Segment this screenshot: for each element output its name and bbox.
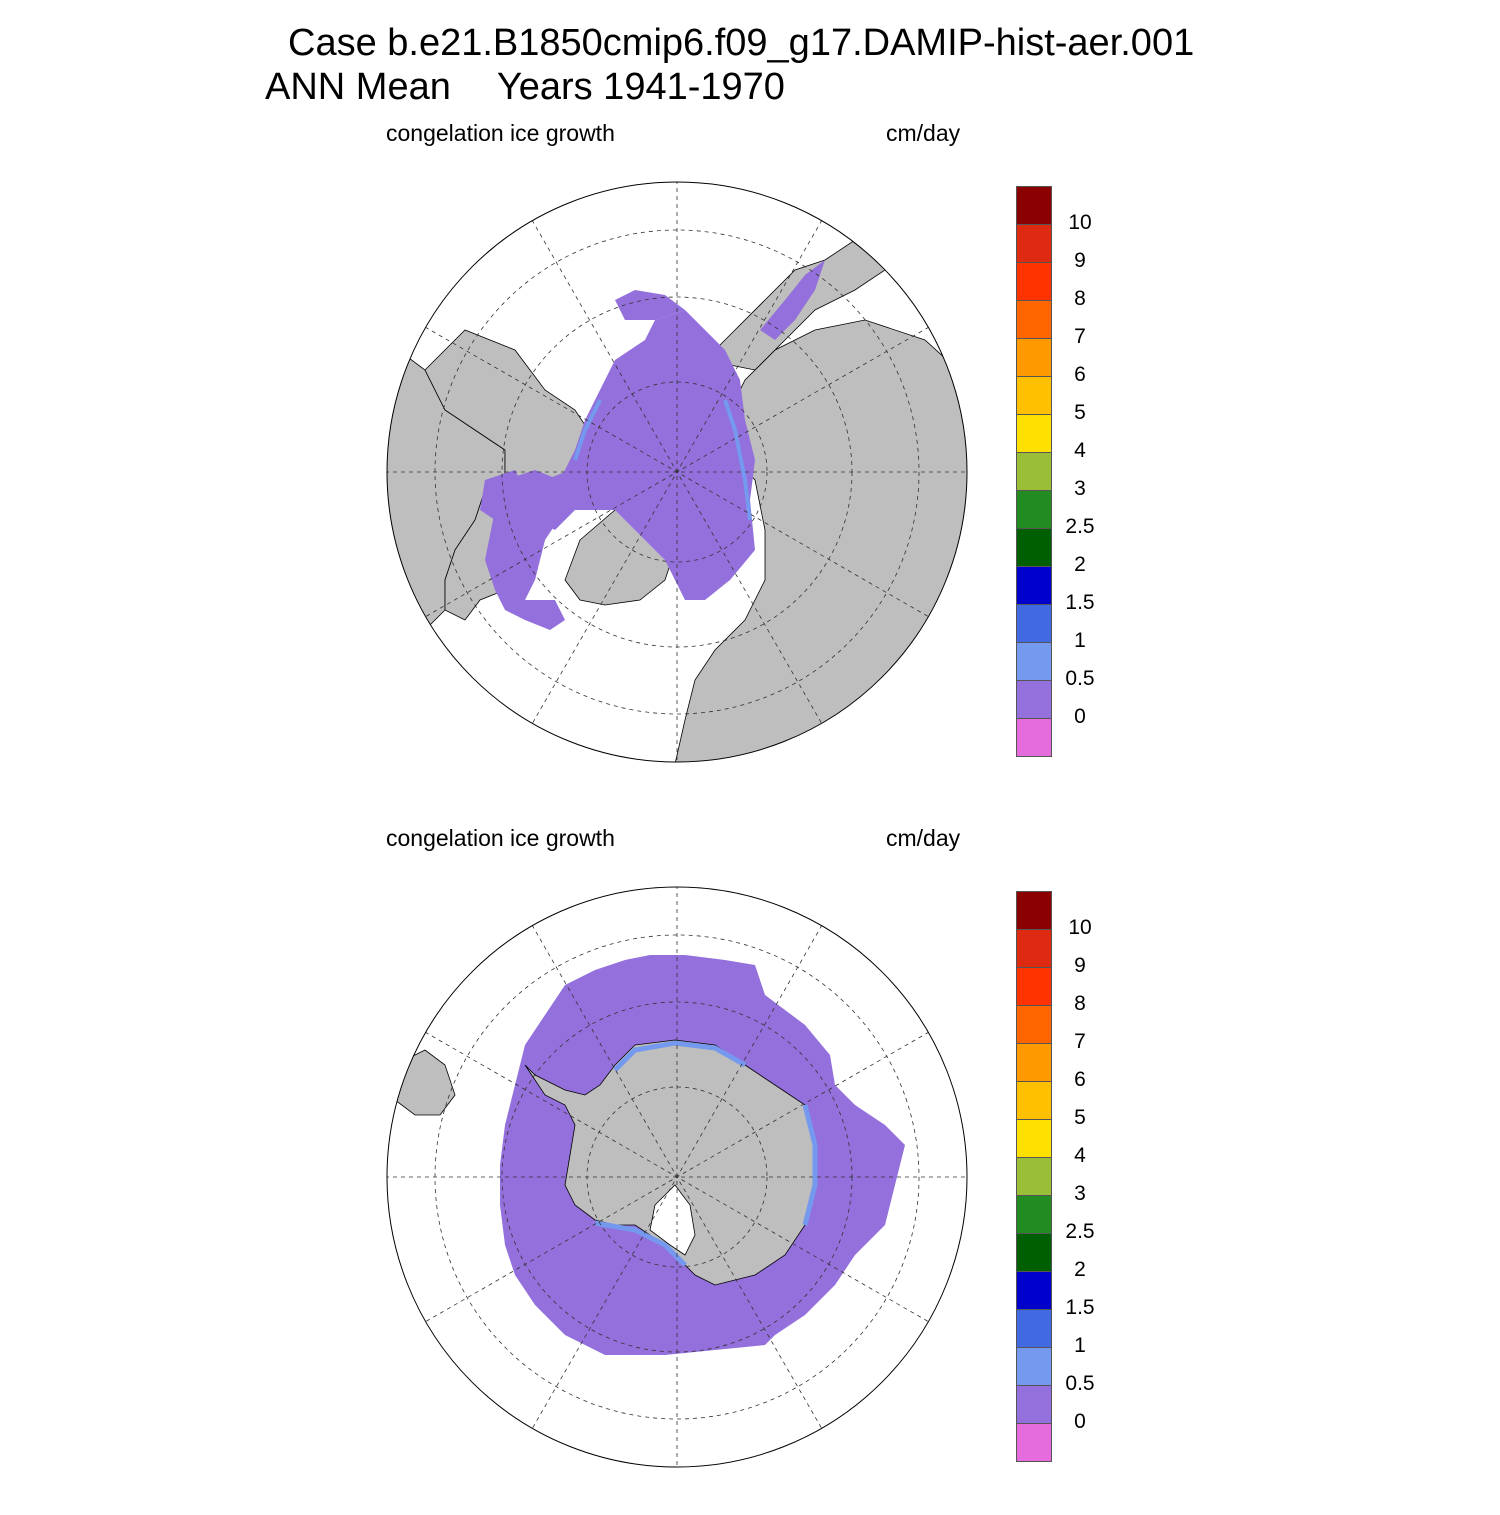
colorbar-tick-label: 7	[1074, 325, 1086, 348]
colorbar-tick-label: 0	[1074, 1410, 1086, 1433]
colorbar-tick-label: 2	[1074, 1258, 1086, 1281]
south-polar-map	[386, 886, 968, 1468]
colorbar-tick-label: 2.5	[1065, 515, 1095, 538]
graticule	[387, 182, 967, 762]
colorbar-tick-label: 10	[1068, 916, 1092, 939]
field-label: congelation ice growth	[386, 120, 615, 146]
graticule	[387, 887, 967, 1467]
units-label: cm/day	[886, 825, 961, 851]
sea-ice-okhotsk	[760, 260, 825, 340]
sea-ice-edge	[594, 1040, 818, 1267]
colorbar-box	[1016, 338, 1052, 376]
colorbar-box	[1016, 224, 1052, 262]
colorbar-tick-label: 4	[1074, 1144, 1086, 1167]
years-label: Years 1941-1970	[496, 66, 785, 108]
colorbar-tick-label: 3	[1074, 1182, 1086, 1205]
colorbar-box	[1016, 1385, 1052, 1423]
colorbar-tick-label: 0	[1074, 705, 1086, 728]
colorbar-box	[1016, 1347, 1052, 1385]
colorbar-tick-label: 3	[1074, 477, 1086, 500]
colorbar-tick-label: 1	[1074, 629, 1086, 652]
sea-ice-edge	[573, 399, 752, 521]
colorbar	[1016, 891, 1052, 1462]
colorbar-box	[1016, 490, 1052, 528]
north-polar-map	[386, 181, 968, 763]
colorbar-tick-label: 4	[1074, 439, 1086, 462]
colorbar-box	[1016, 1081, 1052, 1119]
colorbar-tick-label: 10	[1068, 211, 1092, 234]
colorbar-tick-label: 8	[1074, 287, 1086, 310]
colorbar-box	[1016, 1309, 1052, 1347]
colorbar-box	[1016, 1043, 1052, 1081]
colorbar-box	[1016, 1271, 1052, 1309]
colorbar-box	[1016, 300, 1052, 338]
colorbar-box	[1016, 929, 1052, 967]
colorbar-tick-label: 8	[1074, 992, 1086, 1015]
season-label: ANN Mean	[265, 66, 451, 108]
colorbar-box	[1016, 718, 1052, 757]
sea-ice-hudson	[480, 470, 525, 520]
colorbar-tick-label: 2.5	[1065, 1220, 1095, 1243]
colorbar-box	[1016, 604, 1052, 642]
sea-ice-baffin	[535, 470, 585, 530]
colorbar-box	[1016, 967, 1052, 1005]
ross-ice-shelf	[649, 1184, 696, 1256]
colorbar-tick-label: 6	[1074, 363, 1086, 386]
colorbar-tick-label: 1.5	[1065, 591, 1095, 614]
colorbar-box	[1016, 1423, 1052, 1462]
north-panel: congelation ice growth cm/day	[0, 110, 1500, 810]
colorbar-tick-label: 0.5	[1065, 1372, 1095, 1395]
colorbar-tick-label: 9	[1074, 249, 1086, 272]
colorbar-tick-label: 9	[1074, 954, 1086, 977]
colorbar-box	[1016, 891, 1052, 929]
colorbar-box	[1016, 414, 1052, 452]
colorbar-box	[1016, 680, 1052, 718]
plot-title-period: ANN Mean Years 1941-1970	[265, 68, 785, 106]
colorbar-box	[1016, 1195, 1052, 1233]
colorbar-tick-label: 5	[1074, 401, 1086, 424]
colorbar-tick-label: 5	[1074, 1106, 1086, 1129]
colorbar-box	[1016, 452, 1052, 490]
colorbar-box	[1016, 376, 1052, 414]
colorbar-box	[1016, 1005, 1052, 1043]
colorbar-box	[1016, 1157, 1052, 1195]
units-label: cm/day	[886, 120, 961, 146]
colorbar-box	[1016, 186, 1052, 224]
field-label: congelation ice growth	[386, 825, 615, 851]
colorbar-tick-label: 6	[1074, 1068, 1086, 1091]
colorbar-box	[1016, 262, 1052, 300]
south-panel: congelation ice growth cm/day	[0, 815, 1500, 1515]
sea-ice-arctic	[485, 310, 755, 630]
colorbar-tick-label: 2	[1074, 553, 1086, 576]
colorbar-box	[1016, 1233, 1052, 1271]
colorbar-tick-label: 7	[1074, 1030, 1086, 1053]
south-america	[394, 1049, 456, 1116]
plot-title-case: Case b.e21.B1850cmip6.f09_g17.DAMIP-hist…	[288, 22, 1195, 64]
colorbar-tick-label: 0.5	[1065, 667, 1095, 690]
colorbar-box	[1016, 642, 1052, 680]
sea-ice-bering	[615, 290, 685, 320]
colorbar-box	[1016, 566, 1052, 604]
colorbar-tick-label: 1	[1074, 1334, 1086, 1357]
colorbar	[1016, 186, 1052, 757]
colorbar-box	[1016, 1119, 1052, 1157]
colorbar-tick-label: 1.5	[1065, 1296, 1095, 1319]
colorbar-box	[1016, 528, 1052, 566]
